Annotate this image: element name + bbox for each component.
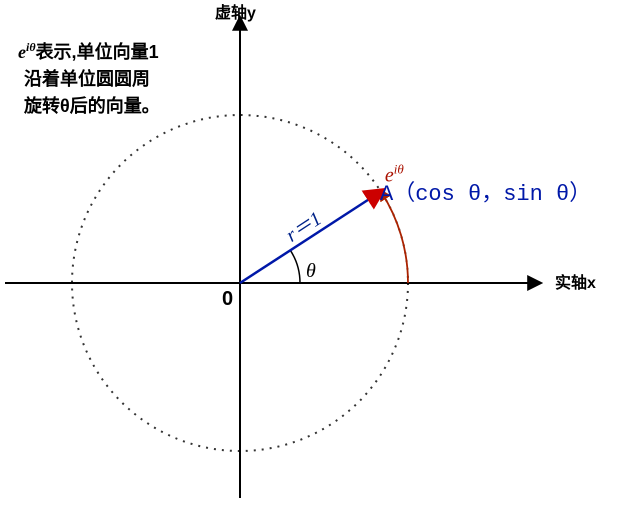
- y-axis-label: 虚轴y: [215, 3, 256, 22]
- caption-line3: 旋转θ后的向量。: [18, 93, 160, 120]
- x-axis-label: 实轴x: [555, 273, 596, 292]
- origin-label: 0: [222, 288, 233, 310]
- point-a-label: A（cos θ，sin θ）: [380, 182, 591, 207]
- caption-line1-rest: 表示,单位向量1: [36, 42, 159, 62]
- theta-arc: [290, 250, 300, 283]
- caption-text: eiθ表示,单位向量1 沿着单位圆圆周 旋转θ后的向量。: [18, 38, 160, 120]
- caption-line2: 沿着单位圆圆周: [18, 66, 160, 93]
- caption-e-base: e: [18, 42, 26, 62]
- caption-e-exp: iθ: [26, 40, 36, 54]
- theta-label: θ: [306, 260, 316, 282]
